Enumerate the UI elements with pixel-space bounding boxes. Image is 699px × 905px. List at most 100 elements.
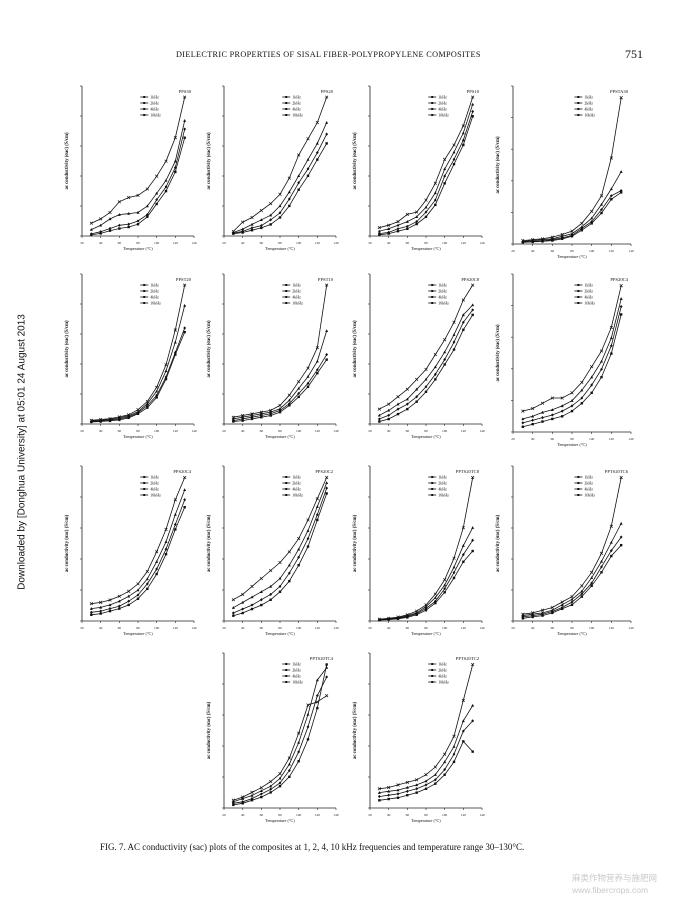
data-point <box>269 218 273 222</box>
data-point <box>99 612 102 615</box>
data-point <box>306 381 310 385</box>
data-point <box>259 410 263 414</box>
data-point <box>297 760 300 763</box>
data-point <box>387 785 391 790</box>
data-point <box>580 402 584 405</box>
data-point <box>325 694 329 698</box>
data-point <box>434 378 437 381</box>
x-tick-label: 140 <box>628 437 634 441</box>
x-tick-label: 40 <box>99 626 103 630</box>
data-point <box>250 793 254 797</box>
data-point <box>241 413 245 418</box>
data-point <box>560 234 564 238</box>
data-point <box>117 223 121 227</box>
data-point <box>521 239 525 243</box>
data-point <box>415 387 419 391</box>
legend-label: 4kHz <box>438 294 447 299</box>
series-line <box>522 285 622 412</box>
data-point <box>231 229 235 234</box>
x-tick-label: 20 <box>222 626 226 630</box>
data-point <box>424 609 428 612</box>
data-point <box>164 185 168 189</box>
data-point <box>174 528 177 531</box>
panel-title: PPS30 <box>179 89 192 94</box>
data-point <box>278 776 282 780</box>
data-point <box>590 581 594 585</box>
x-tick-label: 100 <box>589 626 595 630</box>
data-point <box>462 328 465 331</box>
data-point <box>415 783 419 787</box>
data-point <box>325 492 328 495</box>
y-axis-label: ac conductivity (σac) (S/cm) <box>65 320 70 377</box>
data-point <box>415 222 418 226</box>
x-tick-label: 120 <box>173 626 179 630</box>
y-axis-label: ac conductivity (σac) (S/cm) <box>496 515 501 572</box>
data-point <box>278 784 282 788</box>
data-point <box>600 559 603 563</box>
data-point <box>471 549 474 553</box>
data-point <box>164 547 168 551</box>
legend-label: 1kHz <box>292 661 301 666</box>
legend-label: 1kHz <box>584 282 593 287</box>
data-point <box>609 540 613 544</box>
data-point <box>269 213 273 217</box>
legend-marker <box>285 302 288 304</box>
data-point <box>315 505 319 508</box>
data-point <box>297 536 301 541</box>
data-point <box>164 375 168 379</box>
data-point <box>521 238 525 243</box>
data-point <box>531 238 535 242</box>
panel-title: PPSTA30 <box>610 89 629 94</box>
data-point <box>396 783 400 787</box>
data-point <box>415 611 419 615</box>
data-point <box>609 194 613 198</box>
data-point <box>315 513 319 517</box>
data-point <box>461 313 465 317</box>
data-point <box>433 372 437 376</box>
data-point <box>580 595 584 598</box>
x-tick-label: 40 <box>531 437 535 441</box>
data-point <box>325 675 329 679</box>
series-line <box>522 544 622 619</box>
x-tick-label: 60 <box>406 429 410 433</box>
x-tick-label: 40 <box>531 626 535 630</box>
data-point <box>471 308 475 312</box>
data-point <box>127 222 131 226</box>
data-point <box>173 350 177 355</box>
data-point <box>443 578 447 582</box>
x-tick-label: 140 <box>479 813 485 817</box>
data-point <box>471 703 475 707</box>
data-point <box>164 377 168 381</box>
x-tick-label: 120 <box>173 429 179 433</box>
running-title: DIELECTRIC PROPERTIES OF SISAL FIBER-POL… <box>176 50 481 59</box>
legend-label: 10kHz <box>438 112 449 117</box>
legend-label: 1kHz <box>438 282 447 287</box>
data-point <box>297 188 300 191</box>
data-point <box>99 609 103 613</box>
data-point <box>127 589 131 593</box>
data-point <box>462 560 465 563</box>
series-line <box>522 97 622 241</box>
data-point <box>424 205 428 209</box>
series-line <box>91 331 186 423</box>
data-point <box>461 719 465 723</box>
data-point <box>377 407 381 411</box>
data-point <box>609 336 613 340</box>
data-point <box>471 475 475 480</box>
data-point <box>377 225 381 230</box>
data-point <box>89 418 93 422</box>
data-point <box>406 407 409 411</box>
data-point <box>560 605 564 610</box>
data-point <box>461 544 465 547</box>
data-point <box>433 191 437 195</box>
x-tick-label: 120 <box>315 241 321 245</box>
data-point <box>471 283 475 287</box>
x-tick-label: 100 <box>296 429 302 433</box>
y-axis-label: ac conductivity (σac) (S/cm) <box>353 132 358 189</box>
x-tick-label: 100 <box>154 241 160 245</box>
data-point <box>316 371 319 375</box>
legend-marker <box>285 102 288 104</box>
x-tick-label: 80 <box>424 626 428 630</box>
data-point <box>145 401 149 405</box>
data-point <box>580 225 584 228</box>
